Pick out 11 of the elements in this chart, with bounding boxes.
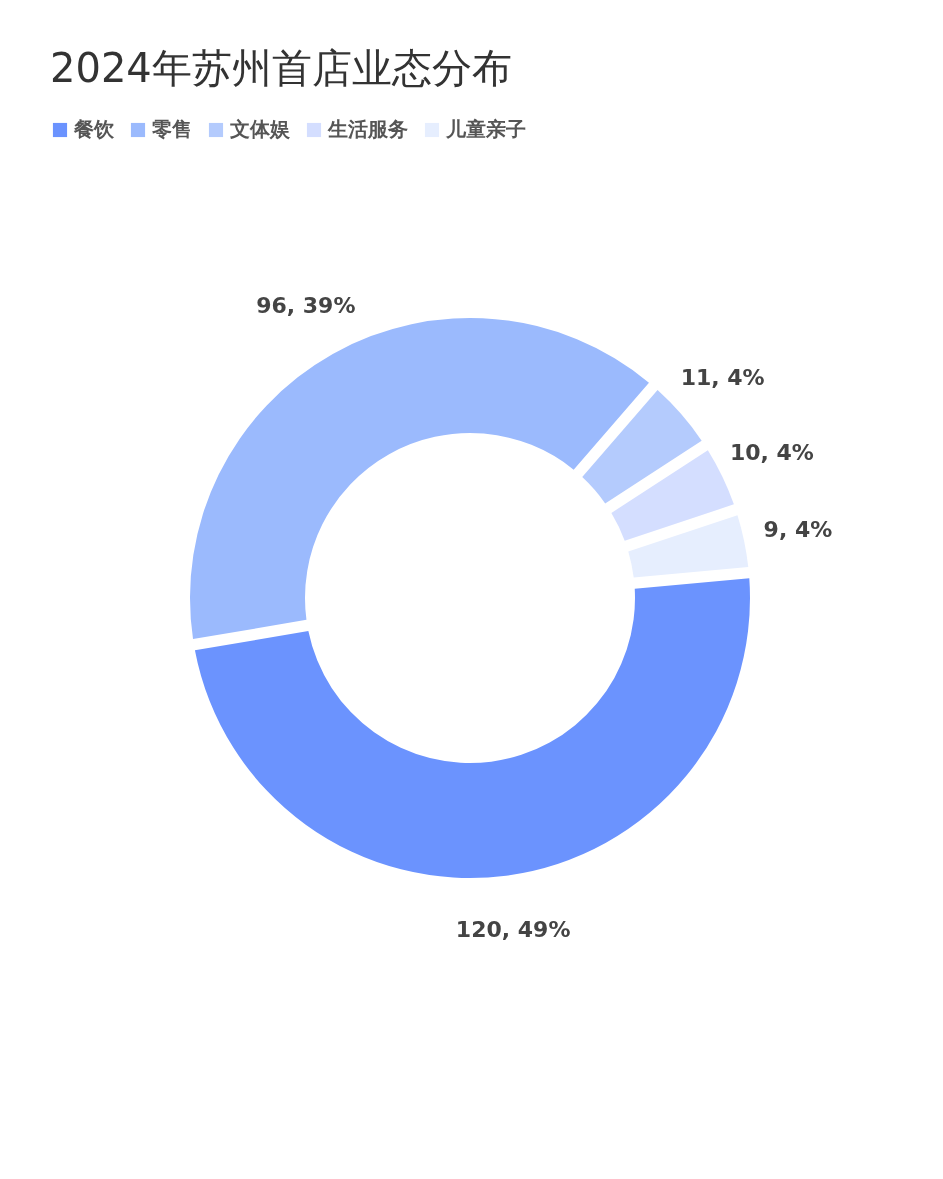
legend-label: 生活服务 [327, 117, 408, 141]
data-label: 120, 49% [455, 917, 571, 943]
data-label: 96, 39% [256, 293, 356, 318]
legend-label: 零售 [152, 117, 192, 141]
legend-label: 儿童亲子 [445, 117, 526, 141]
data-label: 9, 4% [763, 516, 833, 542]
data-label: 10, 4% [729, 439, 814, 465]
legend-label: 餐饮 [73, 117, 115, 141]
data-label: 11, 4% [680, 364, 765, 390]
legend-label: 文体娱 [229, 117, 291, 141]
chart-title: 2024年苏州首店业态分布 [50, 45, 512, 91]
